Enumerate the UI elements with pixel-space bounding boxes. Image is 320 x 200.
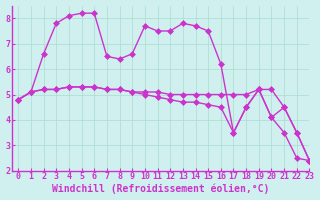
X-axis label: Windchill (Refroidissement éolien,°C): Windchill (Refroidissement éolien,°C) — [52, 184, 269, 194]
